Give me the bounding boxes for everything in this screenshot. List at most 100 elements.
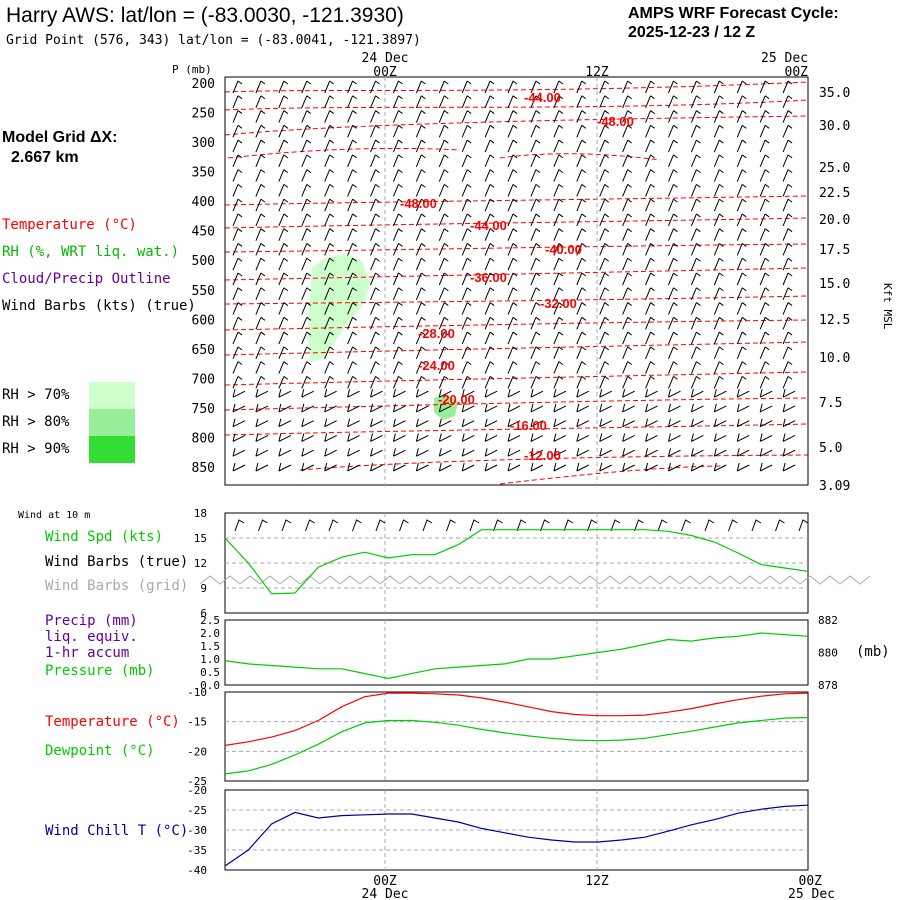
wind-barb xyxy=(530,110,541,123)
rh-bin-70-label: RH > 70% xyxy=(2,387,70,403)
wind-barb xyxy=(736,124,747,138)
wind-barb xyxy=(736,418,750,428)
wind-barb xyxy=(690,433,704,442)
wind-barb xyxy=(736,228,747,241)
wind-barb xyxy=(599,287,610,300)
wind-barb xyxy=(599,375,610,389)
wind-barb xyxy=(324,287,334,300)
wind-barb xyxy=(507,257,518,271)
wind-barb xyxy=(622,287,632,300)
wind-barb xyxy=(484,316,495,330)
wind-barb xyxy=(438,80,449,94)
wind-barb xyxy=(622,389,635,398)
wind-barb xyxy=(232,228,243,241)
wind-barb xyxy=(668,316,678,330)
wind-barb xyxy=(782,331,793,345)
kft-tick-label: 10.0 xyxy=(819,351,850,366)
wind-barb xyxy=(324,228,334,241)
pressure-tick-label: 700 xyxy=(192,372,215,387)
wind-barb xyxy=(347,316,357,330)
wind-barb xyxy=(599,228,610,241)
wind-barb xyxy=(507,302,518,315)
wind-barb-10m xyxy=(446,519,456,532)
wind-barb xyxy=(645,375,655,389)
wind-barb xyxy=(347,198,357,212)
wind-barb xyxy=(690,272,701,286)
wind-barb xyxy=(461,448,475,457)
wind-barb xyxy=(461,213,472,227)
wind-barb xyxy=(622,124,632,138)
kft-axis-title: Kft MSL xyxy=(881,283,894,330)
wind-barb xyxy=(622,418,635,428)
wind-barb xyxy=(347,257,357,271)
wind-barb xyxy=(370,198,380,212)
wind-barb xyxy=(782,183,793,197)
wind-barb xyxy=(484,183,495,197)
wind-barb xyxy=(507,331,518,345)
wind-barb xyxy=(553,389,567,398)
wind-barb xyxy=(438,287,449,300)
wind-barb xyxy=(507,213,518,227)
wind-barb xyxy=(484,272,495,286)
pressure-tick-label: 450 xyxy=(192,225,215,240)
wind-barb xyxy=(736,448,750,457)
wind-barb xyxy=(324,331,334,345)
wind-barb xyxy=(484,302,495,315)
wind-barb xyxy=(392,433,406,442)
wind-barb xyxy=(713,361,724,374)
wind-barb xyxy=(622,448,635,457)
wind-barb xyxy=(622,228,632,241)
wind-barb xyxy=(255,433,269,442)
wind-barb xyxy=(347,110,357,123)
wind-barb xyxy=(599,462,612,472)
wind-barb xyxy=(347,228,357,241)
wind-barb xyxy=(278,346,289,360)
wind-barb xyxy=(713,139,724,153)
wind-barb xyxy=(599,302,610,315)
wind-barb xyxy=(324,375,334,389)
isotherm-line xyxy=(224,267,809,281)
wind-barb xyxy=(370,331,380,345)
wind-barb xyxy=(668,272,678,286)
wind-barb xyxy=(713,287,724,300)
isotherm-label: -20.00 xyxy=(438,392,475,407)
pressure-label: Pressure (mb) xyxy=(45,663,155,679)
wind-barb xyxy=(645,361,655,374)
bottom-hour-label: 00Z xyxy=(799,874,823,889)
wind-barb xyxy=(415,183,426,197)
wind-barb xyxy=(576,403,590,413)
wind-barb xyxy=(461,124,472,138)
wind-barb xyxy=(530,169,541,182)
kft-tick-label: 35.0 xyxy=(819,86,850,101)
wind-barb xyxy=(370,462,383,472)
wind-barb xyxy=(278,389,292,398)
wind-barb xyxy=(461,361,472,374)
wind-barb xyxy=(255,169,266,182)
wind-barb xyxy=(438,124,449,138)
wind-barb xyxy=(782,418,796,428)
wind-barb-10m xyxy=(775,519,785,532)
wind-barb xyxy=(622,95,632,108)
wind-barb xyxy=(782,243,793,256)
wind-barb xyxy=(438,228,449,241)
wind-barb xyxy=(599,361,610,374)
kft-tick-label: 12.5 xyxy=(819,313,850,328)
wind-barb xyxy=(324,80,334,94)
wind-barb xyxy=(255,183,266,197)
upper-frame xyxy=(224,76,809,486)
wind-barb xyxy=(736,139,747,153)
wind-barb xyxy=(599,418,612,428)
rh-80-area xyxy=(434,394,458,420)
wind-barb xyxy=(690,257,701,271)
wind-barb xyxy=(599,257,610,271)
wind-barb xyxy=(553,375,564,389)
temp-tick-label: -25 xyxy=(187,775,207,788)
wind-barb xyxy=(782,316,793,330)
wind-barbs-grid-label: Wind Barbs (grid) xyxy=(45,578,189,594)
legend-rh: RH (%, WRT liq. wat.) xyxy=(2,244,180,260)
wind-barb xyxy=(759,95,770,108)
wind-barb xyxy=(759,272,770,286)
wind-barb xyxy=(301,257,312,271)
wind-barb xyxy=(392,213,403,227)
wind-barb xyxy=(576,243,587,256)
